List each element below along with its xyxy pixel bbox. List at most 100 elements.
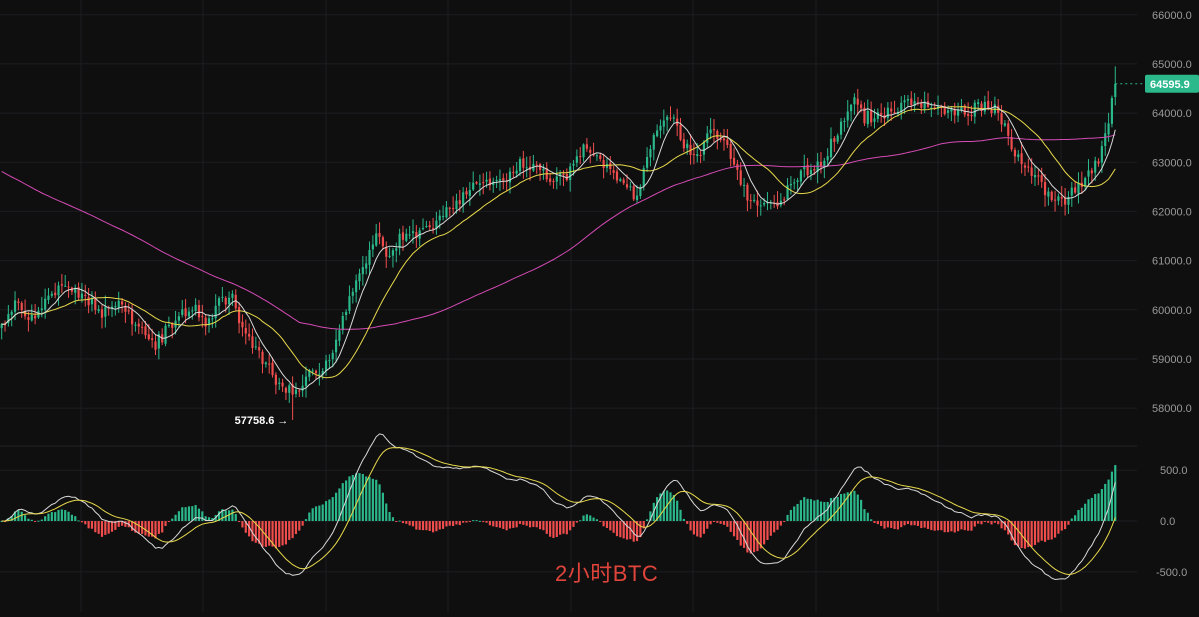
candle-body xyxy=(27,317,29,320)
candle-body xyxy=(342,316,344,330)
macd-bar xyxy=(1024,521,1026,549)
price-tick-label-6: 64000.0 xyxy=(1152,108,1192,120)
candle-body xyxy=(47,296,49,300)
candle-body xyxy=(201,316,203,317)
candle-body xyxy=(1061,197,1063,198)
macd-bar xyxy=(596,519,598,521)
macd-bar xyxy=(318,506,320,521)
candle-body xyxy=(509,172,511,183)
candle-body xyxy=(659,126,661,131)
macd-bar xyxy=(382,493,384,521)
macd-bar xyxy=(429,521,431,531)
macd-bar xyxy=(305,519,307,521)
candle-body xyxy=(646,157,648,168)
macd-bar xyxy=(362,474,364,521)
macd-bar xyxy=(452,521,454,526)
candle-body xyxy=(238,307,240,323)
macd-bar xyxy=(576,521,578,523)
macd-bar xyxy=(980,521,982,524)
price-tick-label-3: 61000.0 xyxy=(1152,256,1192,268)
macd-bar xyxy=(773,521,775,532)
candle-body xyxy=(425,226,427,227)
candle-body xyxy=(984,102,986,112)
macd-bar xyxy=(903,521,905,525)
candle-body xyxy=(893,112,895,113)
macd-bar xyxy=(378,484,380,521)
candle-body xyxy=(278,383,280,384)
macd-bar xyxy=(947,521,949,532)
macd-bar xyxy=(44,516,46,521)
candle-body xyxy=(114,306,116,307)
candle-body xyxy=(1044,182,1046,195)
candle-body xyxy=(636,196,638,201)
candle-body xyxy=(67,287,69,288)
macd-bar xyxy=(924,521,926,528)
macd-bar xyxy=(927,521,929,529)
candle-body xyxy=(472,183,474,190)
macd-bar xyxy=(713,521,715,522)
candle-body xyxy=(315,371,317,373)
candle-body xyxy=(328,360,330,361)
macd-bar xyxy=(967,521,969,531)
candle-body xyxy=(666,117,668,120)
candle-body xyxy=(372,244,374,249)
macd-tick-label-1: 0.0 xyxy=(1160,516,1175,528)
macd-bar xyxy=(292,521,294,538)
candle-body xyxy=(512,172,514,173)
candle-body xyxy=(970,115,972,116)
candle-body xyxy=(1071,188,1073,196)
low-marker-label: 57758.6 → xyxy=(235,415,289,427)
candle-body xyxy=(653,135,655,150)
candle-body xyxy=(679,125,681,140)
candle-body xyxy=(1031,168,1033,176)
macd-bar xyxy=(756,521,758,551)
candle-body xyxy=(422,228,424,229)
macd-bar xyxy=(592,518,594,521)
candle-body xyxy=(1037,175,1039,176)
macd-bar xyxy=(940,521,942,530)
candle-body xyxy=(1047,192,1049,197)
candle-body xyxy=(820,162,822,166)
candle-body xyxy=(693,154,695,155)
macd-bar xyxy=(231,510,233,521)
candle-body xyxy=(753,200,755,201)
candle-body xyxy=(860,104,862,108)
candle-body xyxy=(211,318,213,319)
macd-bar xyxy=(158,521,160,534)
macd-bar xyxy=(944,521,946,532)
macd-bar xyxy=(322,504,324,521)
macd-bar xyxy=(74,516,76,521)
candle-body xyxy=(134,325,136,326)
candle-body xyxy=(683,139,685,148)
macd-bar xyxy=(669,492,671,521)
macd-bar xyxy=(479,521,481,522)
candle-body xyxy=(1087,170,1089,176)
macd-bar xyxy=(161,521,163,532)
candle-body xyxy=(763,203,765,205)
candle-body xyxy=(178,316,180,320)
candle-body xyxy=(288,385,290,392)
macd-bar xyxy=(385,504,387,522)
candle-body xyxy=(556,176,558,181)
macd-bar xyxy=(1057,521,1059,534)
candle-body xyxy=(81,294,83,299)
candle-body xyxy=(195,305,197,311)
candle-body xyxy=(1094,161,1096,173)
macd-bar xyxy=(88,521,90,528)
candle-body xyxy=(733,158,735,165)
macd-bar xyxy=(522,521,524,525)
candle-body xyxy=(700,155,702,156)
candle-body xyxy=(1004,123,1006,125)
macd-bar xyxy=(1091,498,1093,521)
macd-bar xyxy=(368,477,370,521)
macd-bar xyxy=(897,521,899,529)
candle-body xyxy=(1104,133,1106,146)
candle-body xyxy=(1011,137,1013,149)
candle-body xyxy=(1007,123,1009,135)
macd-bar xyxy=(559,521,561,535)
candle-body xyxy=(31,315,33,321)
candle-body xyxy=(1,324,3,328)
candle-body xyxy=(251,336,253,348)
